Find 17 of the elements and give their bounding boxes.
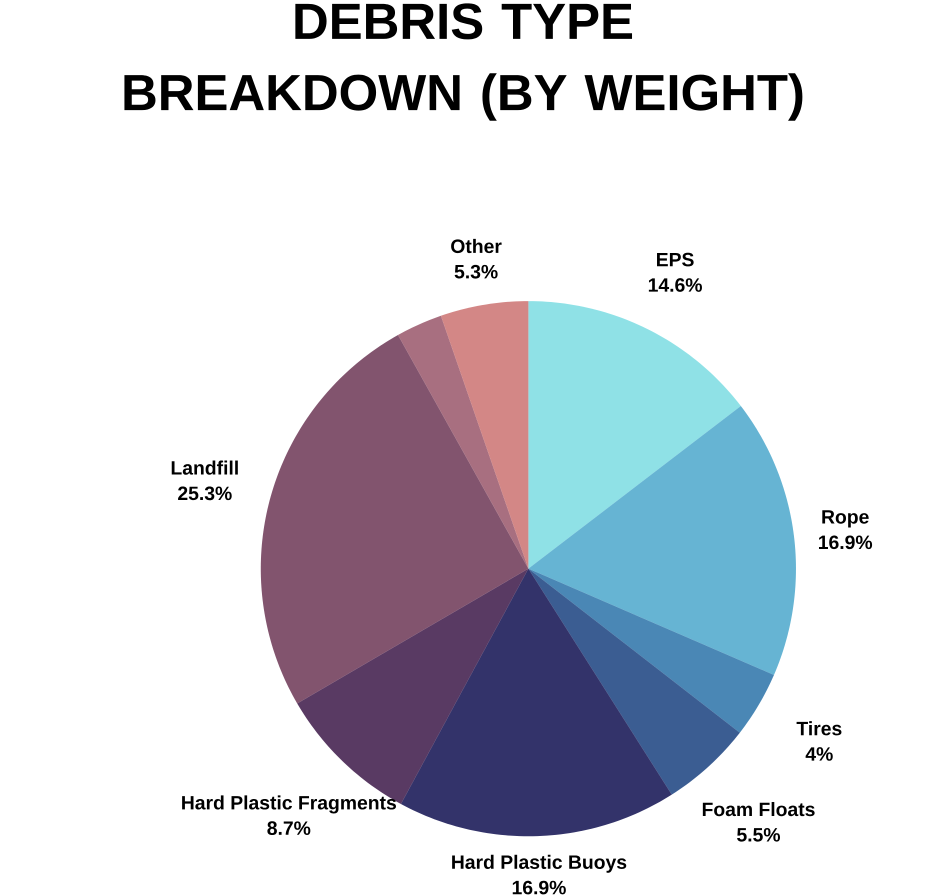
- slice-label: Tires: [796, 720, 842, 736]
- slice-label: Foam Floats: [702, 802, 815, 816]
- data-label: 8.7%: [267, 821, 310, 835]
- slice-label: Other: [451, 238, 502, 253]
- data-label: 4%: [806, 746, 833, 761]
- slice-label: Hard Plastic Fragments: [182, 795, 396, 814]
- chart-title: DEBRIS TYPE BREAKDOWN (BY WEIGHT): [124, 3, 802, 120]
- slice-label: Hard Plastic Buoys: [452, 854, 626, 873]
- data-label: 5.3%: [454, 264, 498, 278]
- data-label: 16.9%: [818, 535, 872, 549]
- slice-label: EPS: [657, 252, 694, 266]
- data-label: 5.5%: [737, 828, 780, 842]
- data-label: 25.3%: [178, 486, 232, 500]
- data-label: 16.9%: [512, 880, 566, 894]
- slice-label: Rope: [822, 510, 869, 528]
- data-label: 14.6%: [648, 278, 702, 292]
- slice-label: Landfill: [172, 460, 238, 475]
